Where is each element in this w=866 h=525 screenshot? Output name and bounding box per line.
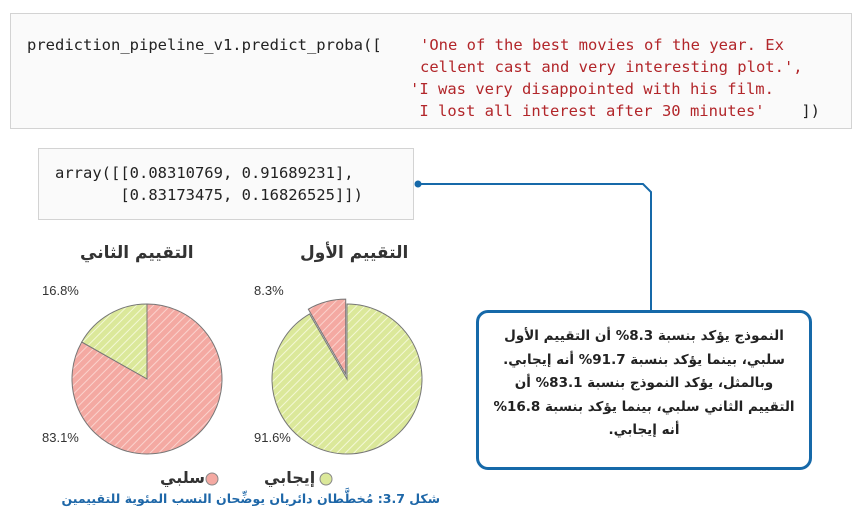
- output-line-1: array([[0.08310769, 0.91689231],: [55, 164, 354, 182]
- output-line-2: [0.83173475, 0.16826525]]): [55, 186, 363, 204]
- code-string-2b: I lost all interest after 30 minutes': [410, 102, 765, 120]
- callout-line-5: أنه إيجابي.: [608, 422, 680, 438]
- code-string-1a: 'One of the best movies of the year. Ex: [420, 36, 784, 54]
- chart-title-first: التقييم الأول: [300, 243, 409, 263]
- chart1-slice-0: [307, 298, 347, 377]
- callout-line-2: سلبي، بينما يؤكد بنسبة 91.7% أنه إيجابي.: [503, 351, 785, 368]
- legend-positive-icon: [319, 472, 333, 486]
- code-closing: ]): [792, 102, 820, 120]
- chart-title-second: التقييم الثاني: [80, 243, 194, 263]
- connector-line: [414, 180, 652, 316]
- legend-negative-label: سلبي: [160, 468, 205, 487]
- pie-chart-first-review: [271, 298, 423, 455]
- code-input-cell[interactable]: prediction_pipeline_v1.predict_proba([ '…: [10, 13, 852, 129]
- chart2-slice-0: [81, 303, 148, 380]
- callout-line-3: وبالمثل، يؤكد النموذج بنسبة 83.1% أن: [514, 375, 774, 391]
- code-line-1: prediction_pipeline_v1.predict_proba([: [27, 36, 382, 54]
- pie-chart-second-review: [71, 303, 223, 455]
- chart1-label-positive: 91.6%: [254, 430, 291, 445]
- legend-positive-label: إيجابي: [264, 468, 316, 487]
- figure-caption: شكل 3.7: مُخطَّطان دائريان يوضِّحان النس…: [61, 491, 440, 506]
- code-string-2a: 'I was very disappointed with his film.: [410, 80, 774, 98]
- callout-line-1: النموذج يؤكد بنسبة 8.3% أن التقييم الأول: [504, 328, 784, 344]
- chart2-label-negative: 83.1%: [42, 430, 79, 445]
- chart2-slice-1: [71, 303, 223, 455]
- explanation-callout: النموذج يؤكد بنسبة 8.3% أن التقييم الأول…: [476, 310, 812, 470]
- code-output-cell: array([[0.08310769, 0.91689231], [0.8317…: [38, 148, 414, 220]
- code-string-1b: cellent cast and very interesting plot.'…: [420, 58, 803, 76]
- chart1-slice-1: [271, 303, 423, 455]
- legend-negative-icon: [205, 472, 219, 486]
- callout-line-4: التقييم الثاني سلبي، بينما يؤكد بنسبة 16…: [493, 398, 795, 415]
- chart1-label-negative: 8.3%: [254, 283, 284, 298]
- chart2-label-positive: 16.8%: [42, 283, 79, 298]
